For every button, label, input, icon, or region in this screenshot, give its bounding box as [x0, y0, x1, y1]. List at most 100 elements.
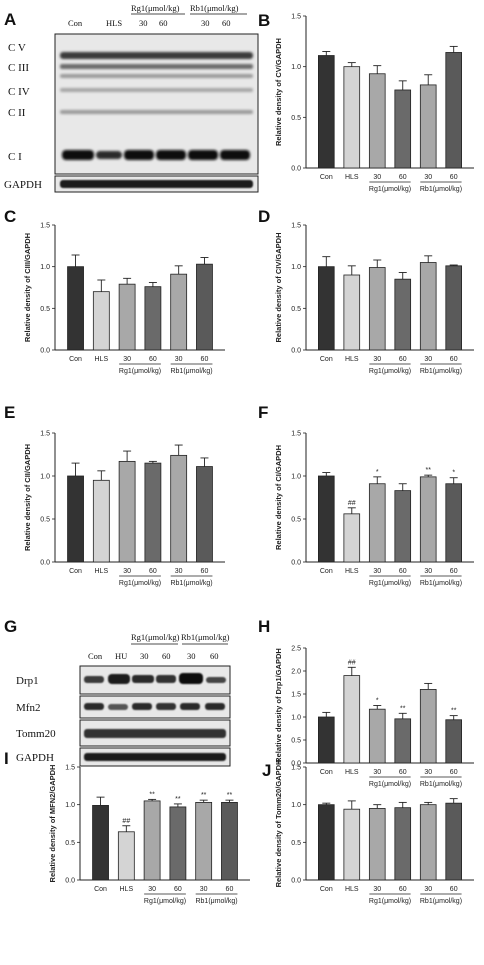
y-tick-label: 0.5 [291, 306, 301, 313]
bar-60-3 [394, 807, 412, 881]
blot-g-drp1-membrane [79, 665, 231, 695]
y-axis-label: Relative density of CIII/GAPDH [23, 233, 32, 342]
group-label-rg1: Rg1(μmol/kg) [131, 632, 180, 642]
x-tick-label: 30 [373, 568, 381, 575]
x-tick-label: HLS [120, 886, 134, 893]
panel-letter-a: A [4, 10, 16, 29]
group-label: Rg1(μmol/kg) [119, 368, 161, 375]
x-tick-label: 60 [174, 886, 182, 893]
y-tick-label: 0.0 [40, 560, 50, 567]
blot-g: G Con HU 30 60 30 60 Rg1(μmol/kg) Rb1(μm… [4, 617, 231, 767]
significance-mark: ** [400, 705, 406, 712]
band-label-cv: C V [8, 42, 26, 54]
group-label: Rg1(μmol/kg) [369, 186, 411, 193]
y-axis-label: Relative density of Drp1/GAPDH [274, 648, 283, 763]
x-tick-label: 60 [399, 568, 407, 575]
significance-mark: * [376, 698, 379, 705]
bar-60-5 [445, 265, 462, 351]
x-tick-label: 30 [175, 568, 183, 575]
x-tick-label: HLS [345, 568, 359, 575]
x-tick-label: 60 [201, 356, 209, 363]
x-tick-label: 30 [373, 356, 381, 363]
x-tick-label: 30 [373, 886, 381, 893]
bar-60-5 [445, 483, 462, 563]
x-tick-label: 30 [175, 356, 183, 363]
x-tick-label: 60 [149, 568, 157, 575]
row-label-mfn2: Mfn2 [16, 702, 40, 714]
band-label-cii: C II [8, 107, 26, 119]
bar-60-3 [394, 278, 412, 351]
y-tick-label: 1.0 [65, 802, 75, 809]
bar-30-4 [419, 262, 437, 351]
bar-60-3 [394, 490, 412, 563]
group-label: Rb1(μmol/kg) [170, 368, 212, 375]
chart-c: C 0.0 0.5 1.0 1.5 Relative density of CIII/GA… [4, 207, 225, 375]
y-tick-label: 1.0 [291, 64, 301, 71]
y-tick-label: 2.0 [291, 669, 301, 676]
lane-label-rg1-60: 60 [159, 18, 168, 28]
bar-30-2 [368, 73, 386, 169]
x-tick-label: 60 [450, 356, 458, 363]
group-label: Rg1(μmol/kg) [369, 781, 411, 788]
chart-b: B 0.0 0.5 1.0 1.5 Relative density of CV/GAPD… [258, 11, 474, 193]
bar-60-3 [144, 462, 162, 563]
significance-mark: ** [201, 792, 207, 799]
bar-60-3 [394, 718, 412, 764]
x-tick-label: 60 [201, 568, 209, 575]
bar-60-5 [445, 719, 462, 764]
bar-30-4 [419, 476, 437, 563]
x-tick-label: Con [320, 174, 333, 181]
y-tick-label: 1.0 [291, 264, 301, 271]
bar-30-2 [143, 800, 161, 881]
significance-mark: ** [149, 791, 155, 798]
bar-30-2 [368, 708, 386, 764]
y-tick-label: 1.5 [40, 431, 50, 438]
lane-label-rg1-60: 60 [162, 651, 171, 661]
y-tick-label: 1.5 [65, 765, 75, 772]
x-tick-label: Con [320, 769, 333, 776]
y-tick-label: 1.0 [291, 715, 301, 722]
y-tick-label: 1.5 [291, 692, 301, 699]
panel-letter-j: J [262, 761, 271, 780]
y-tick-label: 1.5 [291, 765, 301, 772]
x-tick-label: 60 [450, 568, 458, 575]
bar-60-5 [445, 52, 462, 169]
x-tick-label: Con [320, 568, 333, 575]
bar-hls-1 [117, 831, 135, 881]
y-tick-label: 0.5 [40, 306, 50, 313]
bar-30-4 [419, 804, 437, 881]
y-tick-label: 0.5 [65, 840, 75, 847]
y-tick-label: 0.5 [291, 517, 301, 524]
group-label: Rb1(μmol/kg) [420, 781, 462, 788]
panel-letter-g: G [4, 617, 17, 636]
x-tick-label: 60 [399, 356, 407, 363]
bar-30-4 [419, 84, 437, 169]
x-tick-label: 30 [148, 886, 156, 893]
panel-letter-d: D [258, 207, 270, 226]
y-tick-label: 1.0 [40, 474, 50, 481]
x-tick-label: 60 [399, 174, 407, 181]
y-tick-label: 1.0 [291, 474, 301, 481]
y-tick-label: 1.5 [40, 223, 50, 230]
band-label-ci: C I [8, 151, 22, 163]
band-label-civ: C IV [8, 86, 30, 98]
group-label: Rg1(μmol/kg) [144, 898, 186, 905]
x-tick-label: 30 [373, 174, 381, 181]
lane-label-rb1-30: 30 [187, 651, 196, 661]
bar-con-0 [318, 804, 335, 881]
y-axis-label: Relative density of CV/GAPDH [274, 38, 283, 146]
bar-30-4 [195, 802, 213, 881]
lane-label-rb1-30: 30 [201, 18, 210, 28]
significance-mark: ** [425, 467, 431, 474]
bar-30-2 [368, 267, 386, 351]
y-tick-label: 0.0 [291, 166, 301, 173]
panel-letter-h: H [258, 617, 270, 636]
lane-label-rb1-60: 60 [210, 651, 219, 661]
bar-30-4 [170, 273, 188, 351]
group-label-rb1: Rb1(μmol/kg) [181, 632, 230, 642]
x-tick-label: HLS [95, 568, 109, 575]
blot-a: A Con HLS 30 60 30 60 Rg1(μmol/kg) Rb1(μ… [4, 3, 259, 193]
group-label: Rg1(μmol/kg) [119, 580, 161, 587]
bar-30-2 [368, 483, 386, 563]
chart-j: J 0.0 0.5 1.0 1.5 Relative density of Tomm20/… [262, 760, 474, 905]
